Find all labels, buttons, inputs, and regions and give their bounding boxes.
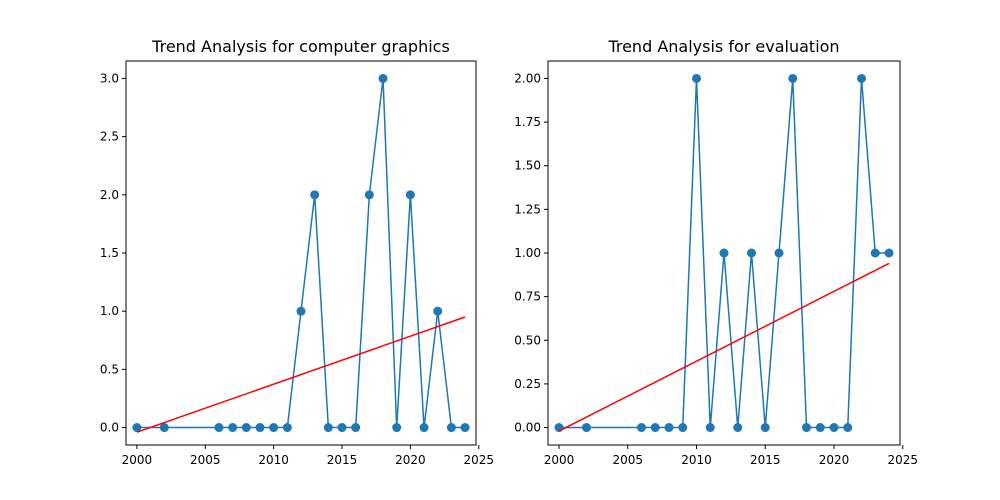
x-tick-label: 2010 [681,453,712,467]
data-point [419,423,429,433]
data-point [760,423,770,433]
y-tick-label: 1.00 [514,246,541,260]
data-point [774,248,784,258]
data-point [392,423,402,433]
data-point [296,306,306,316]
y-tick-label: 2.5 [100,130,119,144]
y-tick-label: 1.25 [514,202,541,216]
x-tick-label: 2020 [395,453,426,467]
y-tick-label: 2.0 [100,188,119,202]
trend-line [558,262,890,432]
data-point [255,423,265,433]
data-point [650,423,660,433]
x-tick-label: 2005 [612,453,643,467]
data-point [705,423,715,433]
data-point [214,423,224,433]
data-point [159,423,169,433]
data-point [843,423,853,433]
data-point [351,423,361,433]
axes-frame [547,60,901,446]
x-tick-label: 2025 [463,453,494,467]
data-point [241,423,251,433]
data-point [460,423,470,433]
y-tick-label: 0.75 [514,290,541,304]
data-point [282,423,292,433]
data-point [815,423,825,433]
data-point [446,423,456,433]
data-point [337,423,347,433]
data-point [269,423,279,433]
y-tick-label: 0.00 [514,421,541,435]
data-point [788,73,798,83]
chart-title: Trend Analysis for computer graphics [151,37,450,56]
data-point [582,423,591,433]
data-point [870,248,880,258]
data-point [405,190,415,200]
data-point [733,423,743,433]
axes-frame [125,60,477,446]
x-tick-label: 2020 [819,453,850,467]
data-point [719,248,729,258]
data-point [310,190,320,200]
data-point [637,423,646,433]
data-point [747,248,756,258]
x-tick-label: 2015 [750,453,781,467]
data-point [323,423,333,433]
y-tick-label: 1.5 [100,246,119,260]
data-point [364,190,374,200]
x-tick-label: 2005 [190,453,221,467]
x-tick-label: 2010 [258,453,289,467]
x-tick-label: 2025 [887,453,918,467]
y-tick-label: 0.50 [514,333,541,347]
trend-line [136,316,466,433]
plot-area: 2000 2005 2010 2015 2020 2025 0.0 0.5 1.0 1.5 2.0 2… [100,71,494,467]
data-point [884,248,894,258]
y-tick-label: 2.00 [514,71,541,85]
data-point [228,423,238,433]
chart-computer-graphics: Trend Analysis for computer graphics 200… [100,37,494,467]
chart-evaluation: Trend Analysis for evaluation 2000 2005 20… [514,37,918,467]
data-point [857,73,866,83]
chart-title: Trend Analysis for evaluation [607,37,839,56]
data-point [829,423,839,433]
y-tick-label: 0.0 [100,421,119,435]
y-tick-label: 1.50 [514,159,541,173]
y-tick-label: 3.0 [100,71,119,85]
x-tick-label: 2000 [122,453,153,467]
y-tick-label: 1.75 [514,115,541,129]
x-tick-label: 2000 [544,453,575,467]
plot-area: 2000 2005 2010 2015 2020 2025 0.00 0.25 0.50 0.75… [514,71,918,467]
data-point [132,423,142,433]
data-point [378,73,388,83]
data-point [678,423,688,433]
y-tick-label: 0.25 [514,377,541,391]
y-tick-label: 0.5 [100,362,119,376]
data-point [433,306,443,316]
y-tick-label: 1.0 [100,304,119,318]
data-point [664,423,674,433]
data-point [802,423,811,433]
data-point [692,73,701,83]
x-tick-label: 2015 [327,453,358,467]
